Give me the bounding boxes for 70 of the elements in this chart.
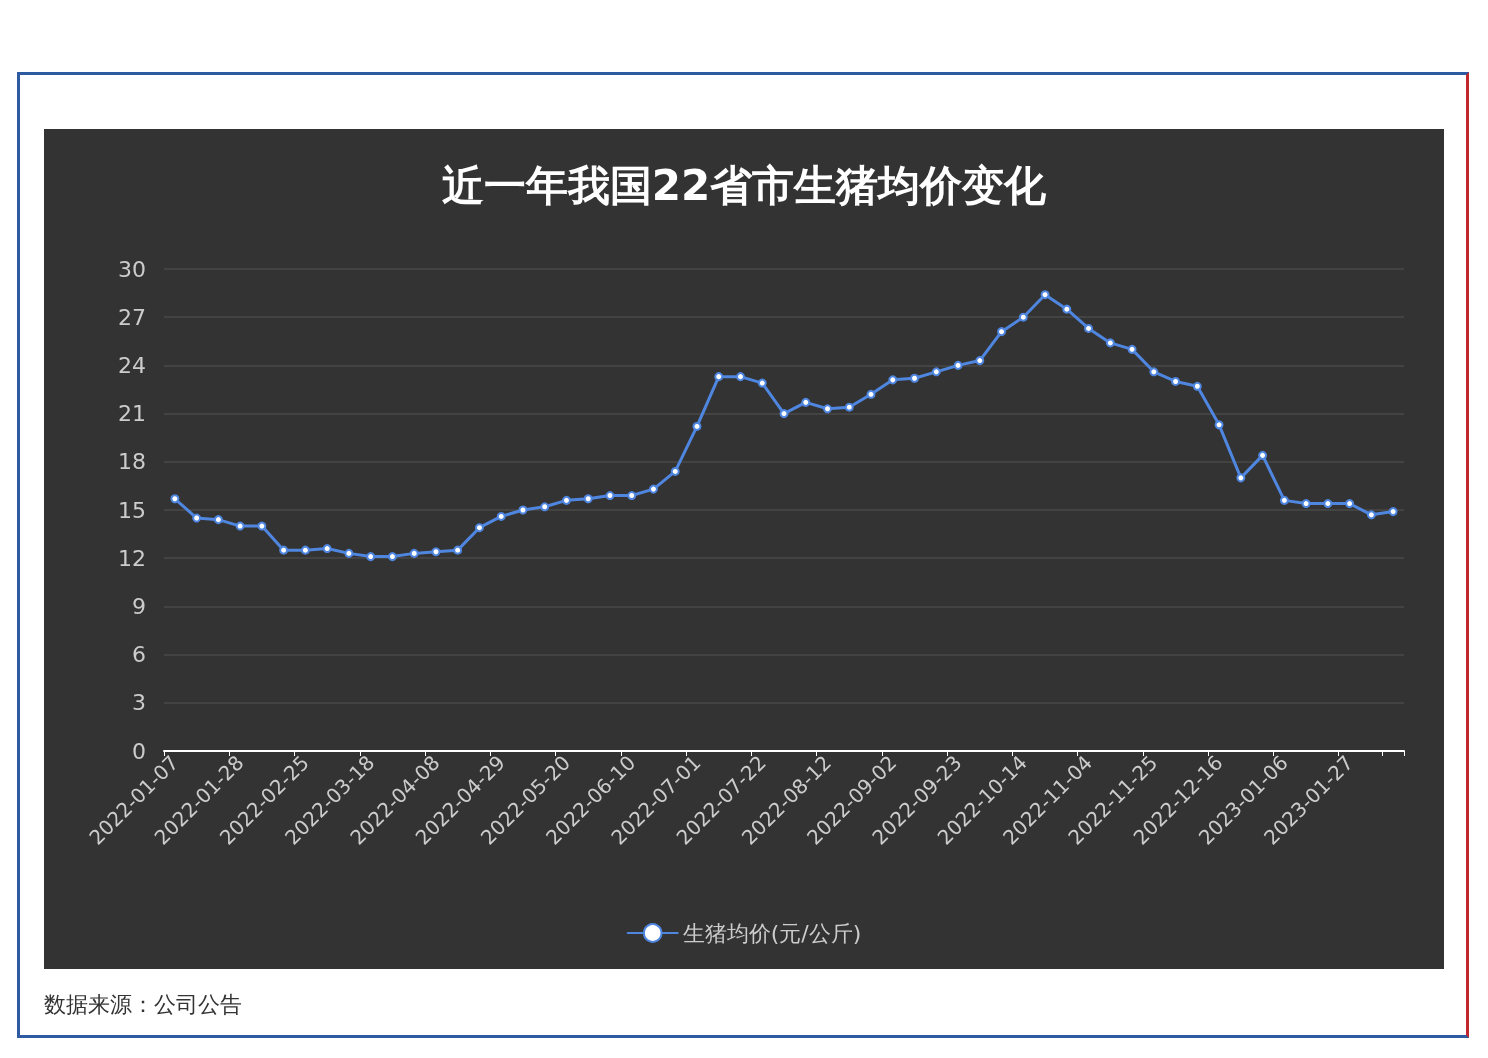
point (366, 552, 376, 562)
point (931, 367, 941, 377)
point (496, 511, 506, 521)
point (213, 515, 223, 525)
point (1127, 344, 1137, 354)
point (1171, 376, 1181, 386)
y-tick-label: 12 (118, 545, 146, 571)
point (1105, 338, 1115, 348)
point (257, 521, 267, 531)
point (1040, 290, 1050, 300)
point (1149, 367, 1159, 377)
point (1236, 473, 1246, 483)
source-note: 数据来源：公司公告 (44, 991, 242, 1019)
point (1345, 499, 1355, 509)
point (322, 544, 332, 554)
point (888, 375, 898, 385)
point (192, 513, 202, 523)
point (279, 545, 289, 555)
y-tick-label: 30 (118, 256, 146, 282)
y-tick-label: 18 (118, 449, 146, 475)
point (1062, 304, 1072, 314)
point (300, 545, 310, 555)
point (1192, 381, 1202, 391)
point (714, 372, 724, 382)
point (583, 494, 593, 504)
point (518, 505, 528, 515)
point (670, 466, 680, 476)
y-tick-label: 6 (132, 642, 146, 668)
y-tick-label: 21 (118, 401, 146, 427)
y-tick-label: 9 (132, 593, 146, 619)
point (409, 548, 419, 558)
point (736, 372, 745, 382)
point (1018, 312, 1028, 322)
point (1279, 495, 1289, 505)
point (627, 491, 637, 501)
point (1323, 499, 1333, 509)
point (453, 545, 463, 555)
y-tick-label: 15 (118, 497, 146, 523)
y-tick-label: 3 (132, 690, 146, 716)
point (540, 502, 550, 512)
point (1388, 507, 1398, 517)
point (474, 523, 484, 533)
point (561, 495, 571, 505)
legend-label: 生猪均价(元/公斤) (682, 920, 862, 946)
point (953, 360, 963, 370)
point (997, 327, 1007, 337)
point (1366, 510, 1376, 520)
point (1301, 499, 1311, 509)
point (692, 421, 702, 431)
point (779, 409, 789, 419)
chart-title: 近一年我国22省市生猪均价变化 (441, 160, 1048, 210)
point (235, 521, 245, 531)
y-tick-label: 27 (118, 304, 146, 330)
point (975, 356, 985, 366)
point (801, 397, 811, 407)
point (170, 494, 180, 504)
point (648, 484, 658, 494)
point (387, 552, 397, 562)
point (866, 389, 876, 399)
point (1214, 420, 1224, 430)
point (844, 402, 854, 412)
point (910, 373, 920, 383)
point (605, 491, 615, 501)
point (431, 547, 441, 557)
point (344, 548, 354, 558)
point (823, 404, 833, 414)
y-tick-label: 24 (118, 352, 146, 378)
point (757, 378, 767, 388)
point (1258, 450, 1268, 460)
point (1084, 323, 1094, 333)
